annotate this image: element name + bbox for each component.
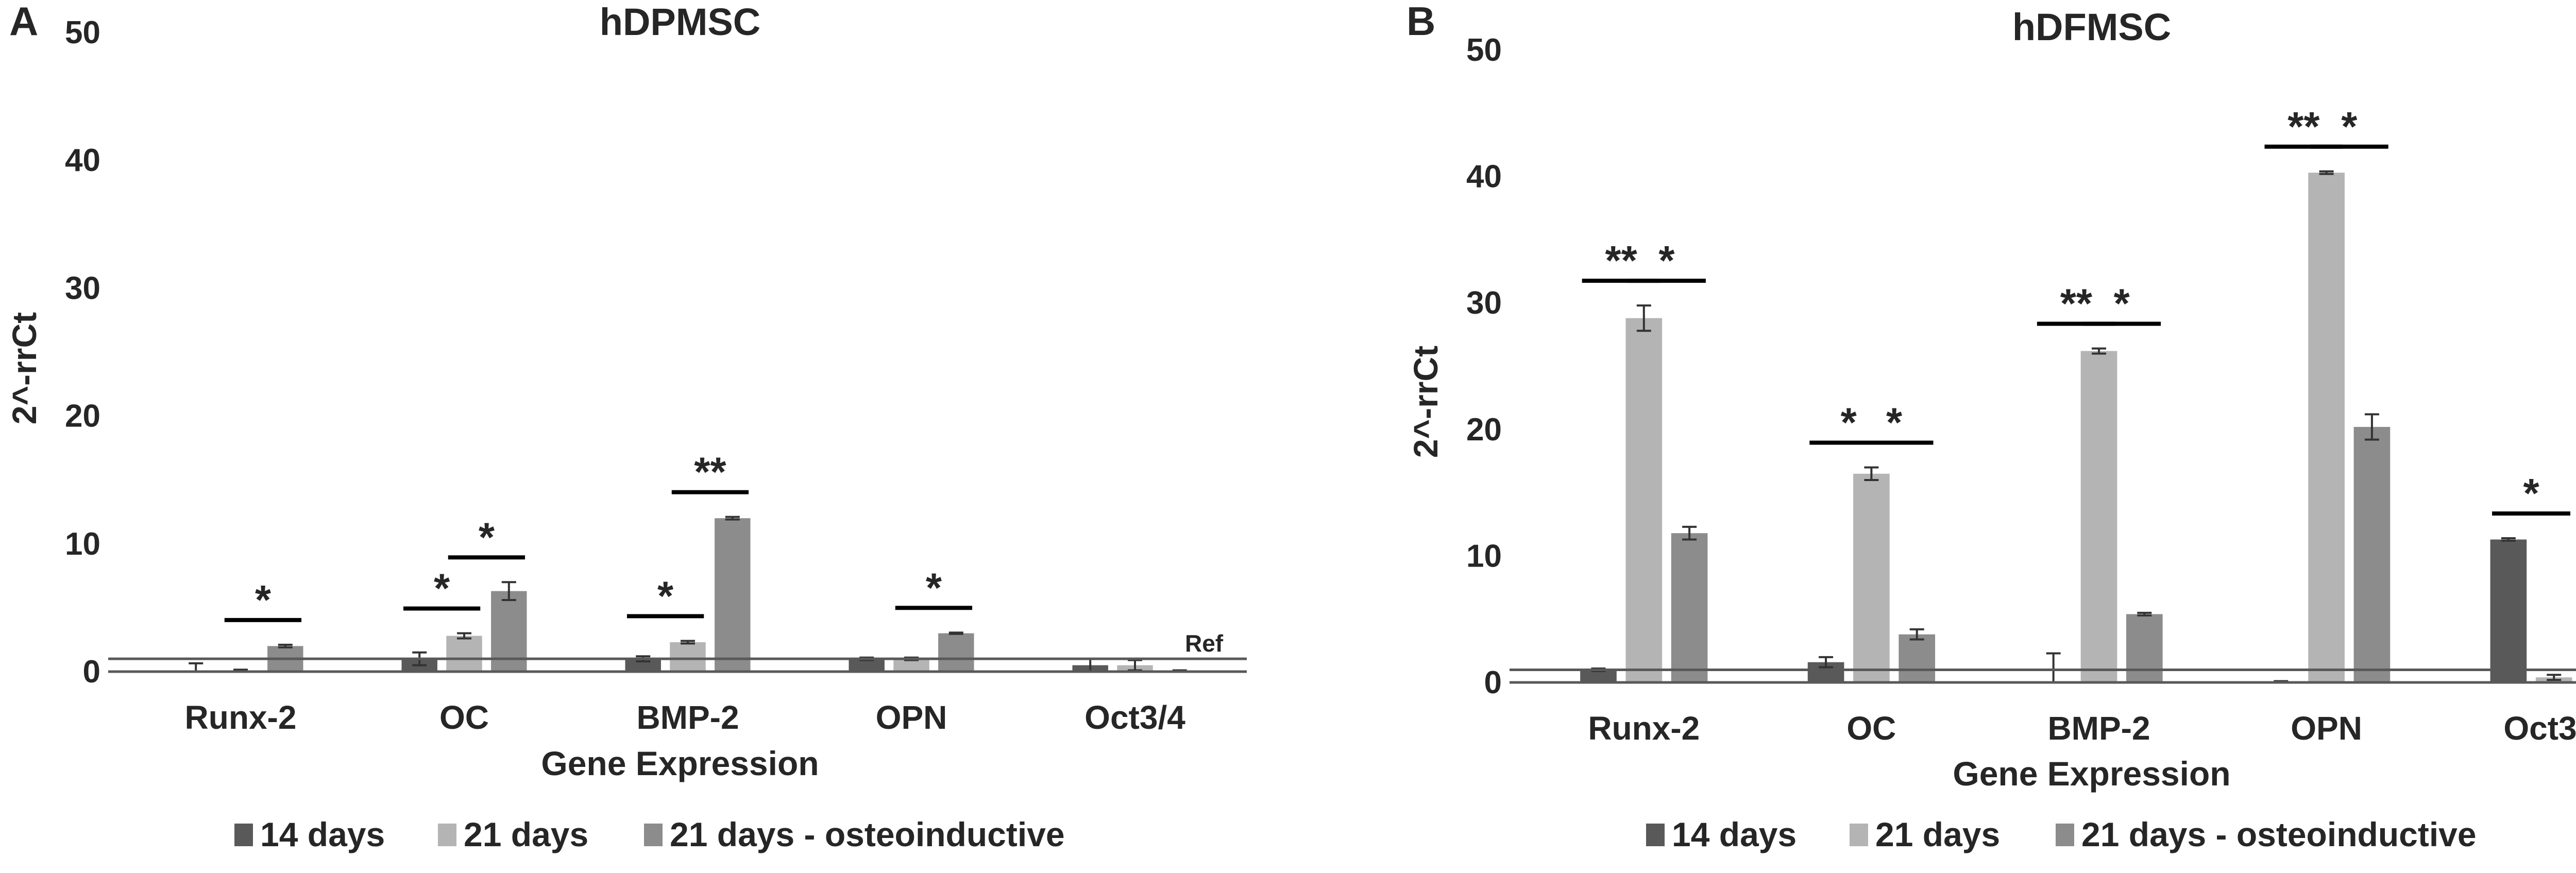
panel-b-y-tick-label: 10 bbox=[1466, 538, 1502, 574]
panel-b-bar-21-days bbox=[1853, 473, 1890, 682]
panel-a-x-axis-title: Gene Expression bbox=[541, 744, 819, 782]
panel-b-bar-21-days bbox=[1625, 318, 1663, 682]
panel-a-x-tick-label: OPN bbox=[876, 699, 947, 736]
panel-a-label: A bbox=[9, 0, 38, 44]
panel-b-x-tick-label: OC bbox=[1846, 710, 1896, 747]
panel-a-x-tick-label: Oct3/4 bbox=[1084, 699, 1185, 736]
panel-b-legend-swatch bbox=[1646, 824, 1665, 846]
panel-a-y-tick-label: 10 bbox=[65, 526, 100, 562]
panel-b-legend-label: 21 days - osteoinductive bbox=[2081, 815, 2477, 853]
panel-b-bar-21-days-osteoinductive bbox=[2353, 426, 2391, 682]
panel-a-significance-label: ** bbox=[694, 449, 726, 495]
panel-a-y-axis-title: 2^-rrCt bbox=[5, 312, 43, 424]
panel-a-legend-swatch bbox=[438, 824, 456, 846]
panel-a-bar-21-days bbox=[670, 642, 706, 672]
panel-b-bar-21-days bbox=[2308, 173, 2345, 682]
panel-b-bar-21-days-osteoinductive bbox=[2126, 614, 2163, 682]
panel-b-bar-14-days bbox=[2490, 539, 2527, 682]
panel-a-legend-swatch bbox=[644, 824, 663, 846]
panel-b-significance-label: * bbox=[2114, 281, 2130, 327]
panel-a-significance-label: * bbox=[479, 514, 495, 560]
panel-a-legend-label: 14 days bbox=[260, 815, 385, 853]
panel-b-legend-label: 21 days bbox=[1875, 815, 2000, 853]
panel-b-y-tick-label: 30 bbox=[1466, 285, 1502, 321]
panel-a-reference-label: Ref bbox=[1185, 630, 1224, 657]
panel-b-legend-swatch bbox=[2056, 824, 2074, 846]
panel-a-bar-21-days bbox=[446, 636, 482, 672]
panel-a-legend-label: 21 days - osteoinductive bbox=[670, 815, 1065, 853]
panel-a-x-tick-label: Runx-2 bbox=[185, 699, 297, 736]
panel-b-x-tick-label: Oct3/4 bbox=[2503, 710, 2576, 747]
panel-a-legend-swatch bbox=[234, 824, 253, 846]
panel-b-x-tick-label: BMP-2 bbox=[2047, 710, 2150, 747]
panel-a-title: hDPMSC bbox=[600, 1, 760, 43]
panel-b-significance-label: * bbox=[2523, 470, 2539, 516]
panel-a-significance-label: * bbox=[926, 564, 942, 610]
panel-a-legend-label: 21 days bbox=[464, 815, 588, 853]
panel-b-bar-21-days-osteoinductive bbox=[1671, 533, 1708, 682]
panel-a-significance-label: * bbox=[434, 566, 450, 611]
panel-a-bar-21-days-osteoinductive bbox=[715, 518, 751, 672]
panel-b-y-tick-label: 40 bbox=[1466, 159, 1502, 195]
panel-b-significance-label: * bbox=[1841, 399, 1857, 445]
panel-a-y-tick-label: 40 bbox=[65, 143, 100, 178]
panel-a-y-tick-label: 0 bbox=[83, 654, 100, 690]
panel-b-y-axis-title: 2^-rrCt bbox=[1406, 346, 1445, 458]
panel-b-significance-label: ** bbox=[2287, 104, 2320, 149]
panel-b-label: B bbox=[1406, 0, 1435, 44]
panel-a-significance-label: * bbox=[255, 577, 272, 623]
panel-b-legend-label: 14 days bbox=[1672, 815, 1797, 853]
panel-b-significance-label: * bbox=[1886, 399, 1903, 445]
panel-a-y-tick-label: 30 bbox=[65, 270, 100, 306]
panel-b-x-tick-label: Runx-2 bbox=[1588, 710, 1700, 747]
panel-a-x-tick-label: OC bbox=[439, 699, 489, 736]
panel-b-significance-label: ** bbox=[1605, 237, 1638, 283]
panel-b-significance-label: * bbox=[1658, 237, 1675, 283]
panel-a-significance-label: * bbox=[657, 573, 674, 619]
panel-a-y-tick-label: 20 bbox=[65, 399, 100, 434]
panel-b-y-tick-label: 20 bbox=[1466, 412, 1502, 448]
panel-a-bar-21-days-osteoinductive bbox=[938, 633, 974, 672]
panel-b-x-axis-title: Gene Expression bbox=[1953, 755, 2230, 793]
panel-b-significance-label: ** bbox=[2060, 281, 2093, 327]
panel-b-legend-swatch bbox=[1850, 824, 1868, 846]
panel-a-y-tick-label: 50 bbox=[65, 15, 100, 50]
panel-b-bar-21-days-osteoinductive bbox=[1899, 634, 1936, 682]
panel-b-bar-21-days bbox=[2080, 351, 2117, 682]
panel-a-x-tick-label: BMP-2 bbox=[636, 699, 739, 736]
panel-b-x-tick-label: OPN bbox=[2291, 710, 2362, 747]
panel-b-y-tick-label: 50 bbox=[1466, 32, 1502, 68]
panel-b-y-tick-label: 0 bbox=[1484, 665, 1502, 700]
panel-b-title: hDFMSC bbox=[2012, 6, 2171, 48]
panel-b-significance-label: * bbox=[2341, 104, 2358, 149]
